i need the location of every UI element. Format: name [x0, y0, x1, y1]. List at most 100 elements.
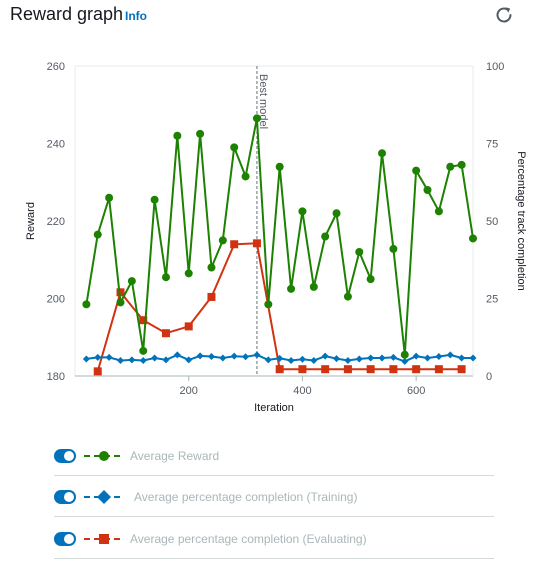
- data-point-reward: [366, 275, 375, 284]
- data-point-reward: [161, 273, 170, 282]
- data-point-training: [116, 357, 124, 364]
- y-tick-label: 240: [47, 139, 65, 151]
- y-axis-title: Reward: [25, 202, 37, 240]
- legend-item-training: Average percentage completion (Training): [54, 480, 494, 517]
- data-point-reward: [150, 195, 159, 204]
- data-point-reward: [287, 284, 296, 293]
- data-point-evaluating: [434, 365, 443, 374]
- data-point-training: [105, 353, 113, 361]
- data-point-evaluating: [275, 365, 284, 374]
- data-point-evaluating: [321, 365, 330, 374]
- data-point-reward: [82, 300, 91, 309]
- data-point-training: [185, 356, 193, 364]
- data-point-training: [162, 356, 170, 364]
- legend-swatch-evaluating: [84, 534, 124, 544]
- data-point-evaluating: [116, 288, 125, 297]
- toggle-training[interactable]: [54, 490, 76, 504]
- data-point-training: [128, 356, 136, 364]
- legend-label-training: Average percentage completion (Training): [134, 490, 358, 504]
- data-point-evaluating: [230, 240, 239, 249]
- data-point-reward: [207, 263, 216, 272]
- legend-swatch-average-reward: [84, 451, 124, 461]
- data-point-reward: [332, 209, 341, 218]
- toggle-average-reward[interactable]: [54, 449, 76, 463]
- data-point-training: [230, 352, 238, 360]
- data-point-training: [333, 355, 341, 363]
- data-point-reward: [116, 298, 125, 307]
- data-point-reward: [139, 346, 148, 355]
- y2-tick-label: 25: [486, 294, 498, 306]
- data-point-evaluating: [366, 365, 375, 374]
- data-point-training: [469, 354, 477, 362]
- data-point-evaluating: [298, 365, 307, 374]
- data-point-reward: [321, 232, 330, 241]
- data-point-evaluating: [93, 367, 102, 376]
- page-title: Reward graph: [10, 4, 124, 24]
- data-point-training: [321, 352, 329, 360]
- data-point-reward: [127, 277, 136, 286]
- data-point-training: [253, 351, 261, 359]
- data-point-training: [82, 355, 90, 363]
- data-point-training: [173, 351, 181, 359]
- data-point-evaluating: [412, 365, 421, 374]
- data-point-evaluating: [207, 292, 216, 301]
- data-point-reward: [434, 207, 443, 216]
- data-point-reward: [93, 230, 102, 239]
- data-point-reward: [105, 193, 114, 202]
- legend-item-average-reward: Average Reward: [54, 439, 494, 476]
- data-point-training: [378, 354, 386, 362]
- data-point-training: [139, 357, 147, 364]
- data-point-training: [207, 352, 215, 360]
- data-point-training: [242, 353, 250, 361]
- data-point-reward: [241, 172, 250, 181]
- data-point-training: [401, 357, 409, 365]
- data-point-reward: [400, 350, 409, 359]
- y2-axis-title: Percentage track completion: [515, 151, 527, 290]
- data-point-evaluating: [252, 239, 261, 248]
- x-tick-label: 200: [180, 385, 198, 397]
- data-point-training: [389, 353, 397, 361]
- info-link[interactable]: Info: [125, 9, 147, 23]
- y2-tick-label: 100: [486, 61, 504, 73]
- data-point-reward: [446, 162, 455, 171]
- y-tick-label: 260: [47, 61, 65, 73]
- y2-tick-label: 50: [486, 216, 498, 228]
- data-point-training: [424, 354, 432, 362]
- reward-chart: 180 200 220 240 260 0 25 50 75 100 200 400 600 Iterat…: [25, 61, 527, 414]
- y-tick-label: 180: [47, 371, 65, 383]
- data-point-training: [264, 356, 272, 364]
- data-point-training: [276, 354, 284, 362]
- data-point-training: [310, 357, 318, 364]
- data-point-training: [412, 352, 420, 360]
- data-point-training: [219, 354, 227, 362]
- data-point-reward: [457, 160, 466, 169]
- data-point-evaluating: [161, 329, 170, 338]
- data-point-reward: [412, 166, 421, 175]
- data-point-training: [94, 353, 102, 361]
- x-tick-label: 600: [407, 385, 425, 397]
- data-point-reward: [309, 282, 318, 291]
- toggle-evaluating[interactable]: [54, 532, 76, 546]
- data-point-evaluating: [343, 365, 352, 374]
- data-point-reward: [275, 162, 284, 171]
- data-point-reward: [389, 244, 398, 253]
- data-point-training: [298, 355, 306, 363]
- data-point-reward: [252, 114, 261, 123]
- data-point-training: [355, 355, 363, 363]
- refresh-icon[interactable]: [493, 4, 515, 26]
- data-point-reward: [298, 207, 307, 216]
- data-point-reward: [218, 236, 227, 245]
- reward-graph-header: Reward graph Info: [0, 0, 538, 30]
- data-point-reward: [184, 269, 193, 278]
- legend-swatch-training: [84, 490, 124, 504]
- data-point-evaluating: [457, 365, 466, 374]
- data-point-reward: [196, 129, 205, 138]
- data-point-reward: [343, 292, 352, 301]
- legend-label-average-reward: Average Reward: [130, 449, 220, 463]
- data-point-evaluating: [184, 322, 193, 331]
- y-tick-label: 220: [47, 216, 65, 228]
- data-point-training: [287, 357, 295, 364]
- data-point-reward: [230, 143, 239, 152]
- data-point-training: [458, 354, 466, 362]
- data-point-training: [446, 351, 454, 359]
